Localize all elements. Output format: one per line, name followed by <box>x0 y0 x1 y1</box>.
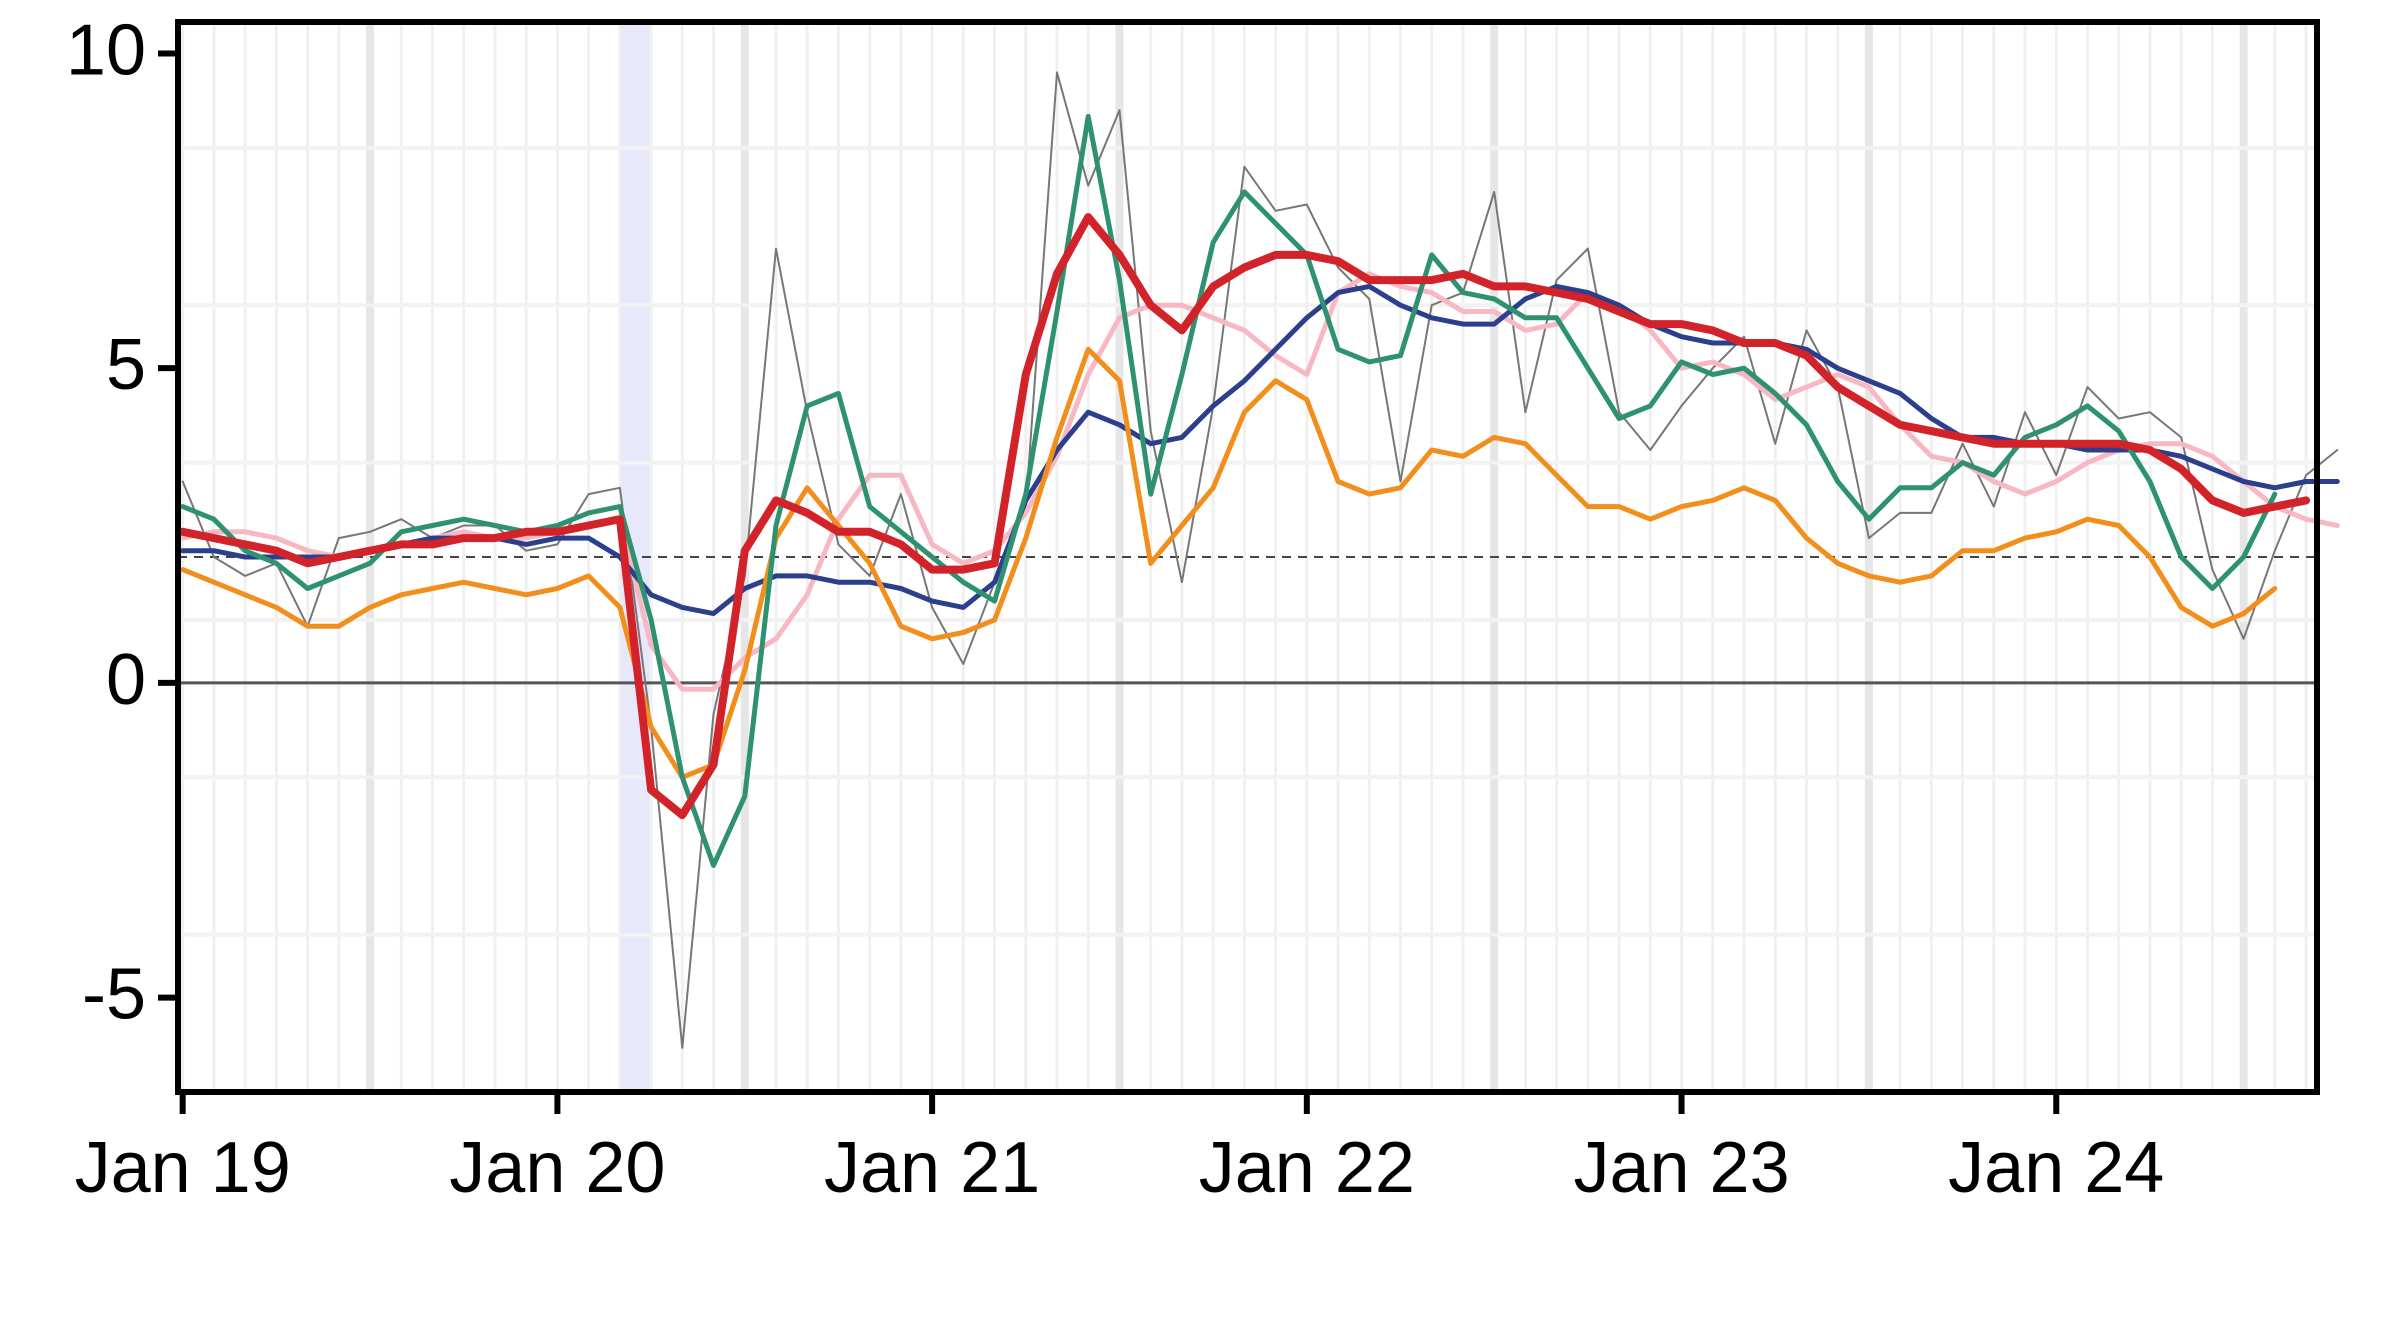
y-tick-label: 0 <box>106 640 146 720</box>
series-line-6 <box>178 213 2311 820</box>
x-tick-label: Jan 23 <box>1573 1128 1789 1208</box>
x-tick-label: Jan 19 <box>75 1128 291 1208</box>
series-lines <box>178 71 2340 1049</box>
y-tick-label: -5 <box>82 955 146 1035</box>
x-tick-label: Jan 22 <box>1199 1128 1415 1208</box>
plot-frame <box>175 19 2320 1095</box>
y-tick-label: 5 <box>106 325 146 405</box>
y-axis-ticks: -5 0 5 10 <box>66 10 178 1035</box>
x-axis-ticks: Jan 19 Jan 20 Jan 21 Jan 22 Jan 23 Jan 2… <box>75 1092 2164 1208</box>
y-tick-label: 10 <box>66 10 146 90</box>
x-tick-label: Jan 21 <box>824 1128 1040 1208</box>
reference-lines <box>178 556 2317 685</box>
series-line-4 <box>180 346 2278 780</box>
series-line-1 <box>181 71 2339 1049</box>
x-tick-label: Jan 24 <box>1948 1128 2164 1208</box>
x-tick-label: Jan 20 <box>449 1128 665 1208</box>
axes <box>175 19 2320 1095</box>
